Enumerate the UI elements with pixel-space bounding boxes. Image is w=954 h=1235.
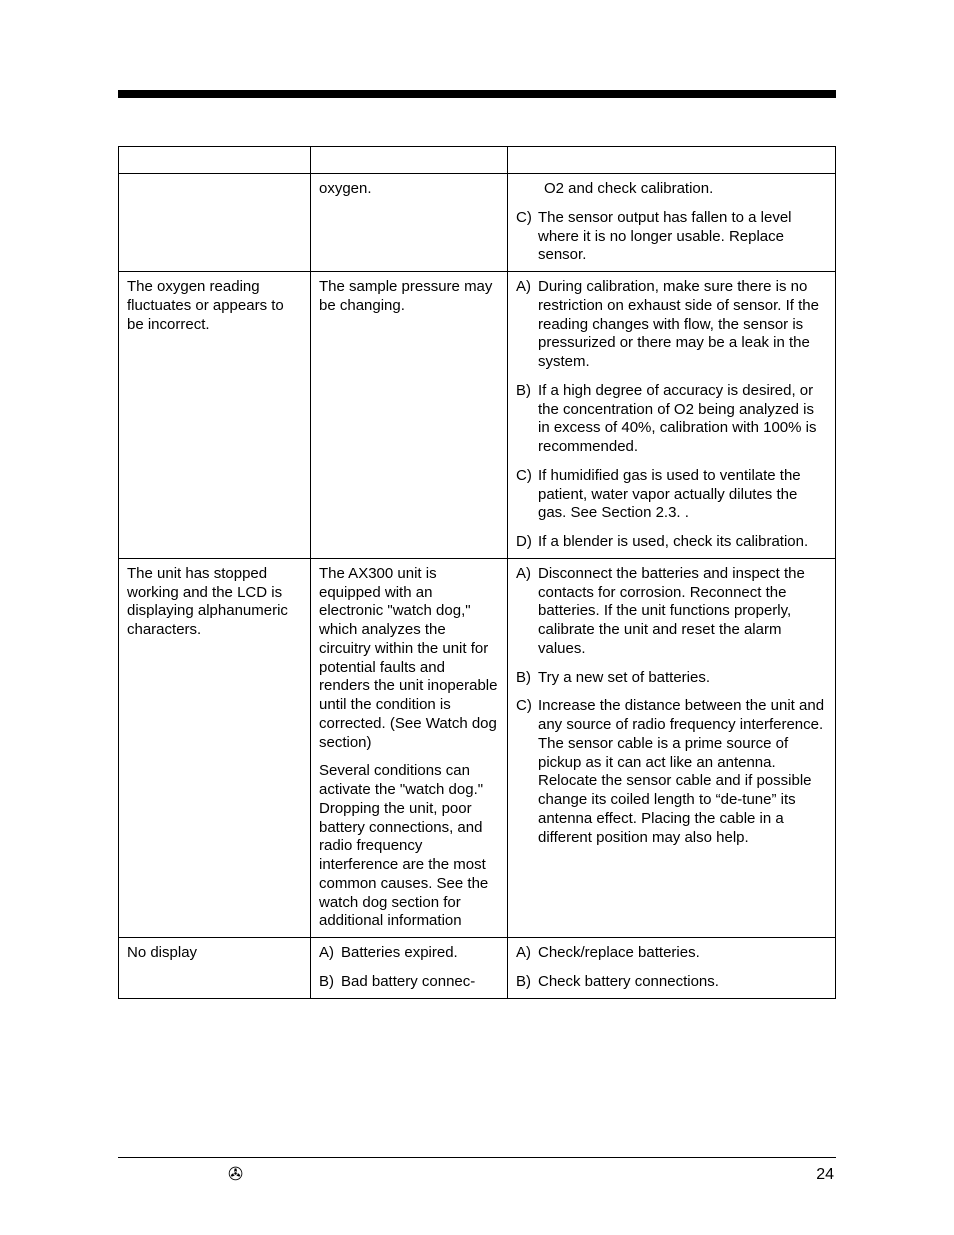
action-label: D) bbox=[516, 533, 538, 552]
symptom-cell bbox=[119, 174, 311, 272]
cause-cell: oxygen. bbox=[311, 174, 508, 272]
action-text: During calibration, make sure there is n… bbox=[538, 278, 827, 372]
table-header-row bbox=[119, 147, 836, 174]
action-text: If humidified gas is used to ventilate t… bbox=[538, 467, 827, 523]
action-item: C) Increase the distance between the uni… bbox=[516, 697, 827, 847]
cause-label: A) bbox=[319, 944, 341, 963]
footer-logo-icon: ✇ bbox=[228, 1164, 243, 1185]
action-item: A) Disconnect the batteries and inspect … bbox=[516, 565, 827, 659]
action-text: O2 and check calibration. bbox=[544, 180, 827, 199]
cause-cell: A) Batteries expired. B) Bad battery con… bbox=[311, 938, 508, 999]
table-row: oxygen. O2 and check calibration. C) The… bbox=[119, 174, 836, 272]
action-label: B) bbox=[516, 382, 538, 457]
troubleshooting-table: oxygen. O2 and check calibration. C) The… bbox=[118, 146, 836, 999]
action-item: O2 and check calibration. bbox=[516, 180, 827, 199]
action-label: A) bbox=[516, 944, 538, 963]
symptom-text: The oxygen reading fluctuates or appears… bbox=[127, 278, 284, 333]
symptom-text: No display bbox=[127, 944, 197, 961]
action-item: A) During calibration, make sure there i… bbox=[516, 278, 827, 372]
table-row: No display A) Batteries expired. B) Bad … bbox=[119, 938, 836, 999]
cause-text: Several conditions can activate the "wat… bbox=[319, 762, 499, 931]
action-label: C) bbox=[516, 467, 538, 523]
action-item: C) If humidified gas is used to ventilat… bbox=[516, 467, 827, 523]
symptom-cell: The oxygen reading fluctuates or appears… bbox=[119, 272, 311, 559]
cause-cell: The sample pressure may be changing. bbox=[311, 272, 508, 559]
action-label: B) bbox=[516, 669, 538, 688]
cause-text: Bad battery connec- bbox=[341, 973, 499, 992]
action-label: A) bbox=[516, 278, 538, 372]
action-cell: O2 and check calibration. C) The sensor … bbox=[508, 174, 836, 272]
cause-text: Batteries expired. bbox=[341, 944, 499, 963]
table-row: The unit has stopped working and the LCD… bbox=[119, 558, 836, 937]
action-label: B) bbox=[516, 973, 538, 992]
symptom-cell: The unit has stopped working and the LCD… bbox=[119, 558, 311, 937]
action-text: The sensor output has fallen to a level … bbox=[538, 209, 827, 265]
action-item: D) If a blender is used, check its calib… bbox=[516, 533, 827, 552]
action-text: Check battery connections. bbox=[538, 973, 827, 992]
cause-text: The sample pressure may be changing. bbox=[319, 278, 499, 316]
action-item: B) Check battery connections. bbox=[516, 973, 827, 992]
action-text: If a high degree of accuracy is desired,… bbox=[538, 382, 827, 457]
cause-text: oxygen. bbox=[319, 180, 499, 199]
symptom-text: The unit has stopped working and the LCD… bbox=[127, 565, 288, 638]
action-label: C) bbox=[516, 209, 538, 265]
action-label: C) bbox=[516, 697, 538, 847]
table-row: The oxygen reading fluctuates or appears… bbox=[119, 272, 836, 559]
top-rule bbox=[118, 90, 836, 98]
action-label: A) bbox=[516, 565, 538, 659]
action-text: Try a new set of batteries. bbox=[538, 669, 827, 688]
cause-item: A) Batteries expired. bbox=[319, 944, 499, 963]
action-text: Increase the distance between the unit a… bbox=[538, 697, 827, 847]
action-cell: A) Check/replace batteries. B) Check bat… bbox=[508, 938, 836, 999]
action-text: If a blender is used, check its calibrat… bbox=[538, 533, 827, 552]
cause-text: The AX300 unit is equipped with an elect… bbox=[319, 565, 499, 753]
cause-item: B) Bad battery connec- bbox=[319, 973, 499, 992]
cause-cell: The AX300 unit is equipped with an elect… bbox=[311, 558, 508, 937]
action-cell: A) During calibration, make sure there i… bbox=[508, 272, 836, 559]
cause-label: B) bbox=[319, 973, 341, 992]
action-item: C) The sensor output has fallen to a lev… bbox=[516, 209, 827, 265]
action-text: Check/replace batteries. bbox=[538, 944, 827, 963]
action-text: Disconnect the batteries and inspect the… bbox=[538, 565, 827, 659]
action-item: A) Check/replace batteries. bbox=[516, 944, 827, 963]
action-item: B) Try a new set of batteries. bbox=[516, 669, 827, 688]
action-cell: A) Disconnect the batteries and inspect … bbox=[508, 558, 836, 937]
action-item: B) If a high degree of accuracy is desir… bbox=[516, 382, 827, 457]
page-footer: ✇ 24 bbox=[118, 1157, 836, 1185]
symptom-cell: No display bbox=[119, 938, 311, 999]
page-number: 24 bbox=[816, 1166, 834, 1184]
